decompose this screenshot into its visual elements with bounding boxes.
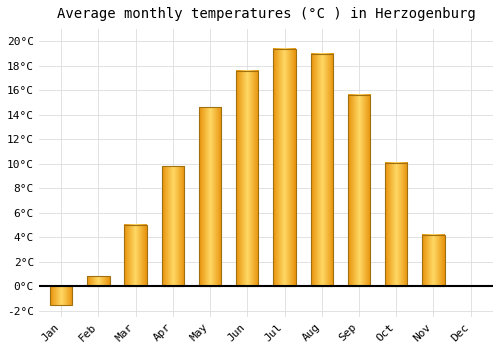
Bar (385, 162, 407, 286)
Title: Average monthly temperatures (°C ) in Herzogenburg: Average monthly temperatures (°C ) in He… (56, 7, 476, 21)
Bar (422, 235, 444, 286)
Bar (87, 276, 110, 286)
Bar (50, 286, 72, 304)
Bar (348, 95, 370, 286)
Bar (199, 107, 222, 286)
Bar (236, 71, 258, 286)
Bar (310, 54, 333, 286)
Bar (124, 225, 147, 286)
Bar (162, 166, 184, 286)
Bar (274, 49, 295, 286)
